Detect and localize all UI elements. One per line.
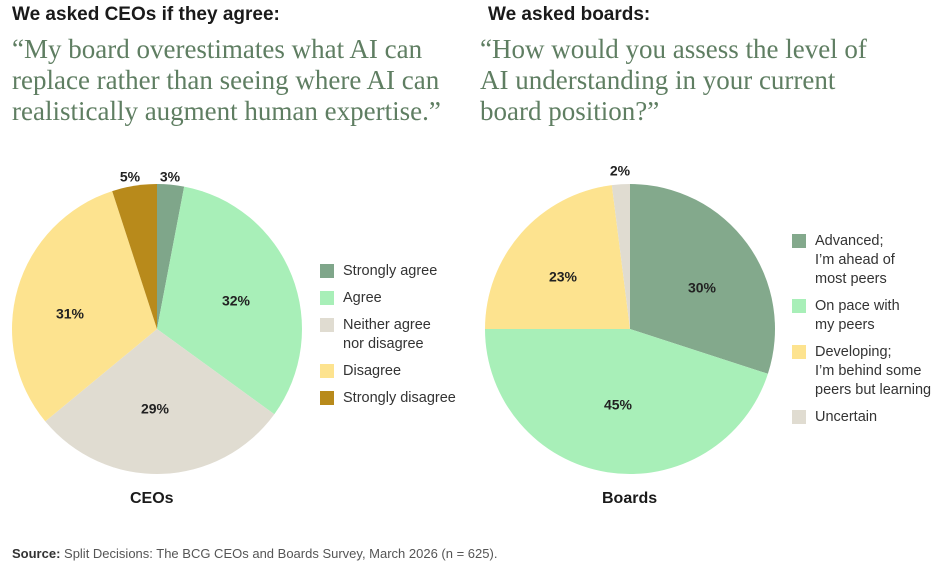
slice-on-pace bbox=[485, 329, 768, 474]
slice-label-strongly-agree: 3% bbox=[160, 169, 181, 185]
source-note: Source: Split Decisions: The BCG CEOs an… bbox=[12, 546, 497, 561]
right-quote-line: “How would you assess the level of bbox=[480, 34, 867, 64]
slice-advanced bbox=[630, 184, 775, 374]
ceos-chart-title: CEOs bbox=[130, 490, 174, 507]
slice-label-neither: 29% bbox=[141, 401, 170, 417]
legend-label: Developing; I’m behind some peers but lear… bbox=[815, 344, 932, 398]
slice-agree bbox=[157, 186, 302, 415]
legend-swatch bbox=[792, 234, 806, 248]
boards-legend: Advanced; I’m ahead of most peers On pace w… bbox=[792, 232, 931, 435]
slice-disagree bbox=[11, 191, 157, 422]
legend-swatch bbox=[320, 318, 334, 332]
slice-label-advanced: 30% bbox=[688, 280, 717, 296]
left-quote: “My board overestimates what AI can repl… bbox=[12, 34, 441, 127]
source-text: Split Decisions: The BCG CEOs and Boards… bbox=[60, 546, 498, 561]
left-quote-line: realistically augment human expertise.” bbox=[12, 96, 441, 126]
left-heading: We asked CEOs if they agree: bbox=[12, 4, 280, 25]
legend-label: On pace with my peers bbox=[815, 298, 900, 333]
slice-uncertain bbox=[611, 184, 630, 329]
left-quote-line: replace rather than seeing where AI can bbox=[12, 65, 440, 95]
boards-chart-title: Boards bbox=[602, 490, 658, 507]
source-prefix: Source: bbox=[12, 546, 61, 561]
legend-swatch bbox=[320, 391, 334, 405]
legend-item-agree: Agree bbox=[320, 289, 456, 308]
slice-label-developing: 23% bbox=[549, 269, 578, 285]
legend-swatch bbox=[320, 291, 334, 305]
legend-item-developing: Developing; I’m behind some peers but lear… bbox=[792, 343, 931, 400]
legend-item-on-pace: On pace with my peers bbox=[792, 297, 931, 335]
right-quote: “How would you assess the level of AI un… bbox=[480, 34, 867, 127]
right-quote-line: AI understanding in your current bbox=[480, 65, 836, 95]
legend-label: Disagree bbox=[343, 363, 402, 379]
ceos-legend: Strongly agree Agree Neither agree nor disa… bbox=[320, 262, 456, 416]
legend-item-neither: Neither agree nor disagree bbox=[320, 316, 456, 354]
legend-swatch bbox=[320, 364, 334, 378]
legend-swatch bbox=[792, 299, 806, 313]
legend-label: Advanced; I’m ahead of most peers bbox=[815, 233, 895, 287]
slice-label-on-pace: 45% bbox=[604, 397, 633, 413]
legend-item-uncertain: Uncertain bbox=[792, 408, 931, 427]
slice-label-agree: 32% bbox=[222, 293, 251, 309]
legend-label: Strongly agree bbox=[343, 263, 438, 279]
right-heading: We asked boards: bbox=[488, 4, 651, 25]
slice-label-uncertain: 2% bbox=[610, 163, 631, 179]
legend-label: Strongly disagree bbox=[343, 390, 456, 406]
legend-swatch bbox=[792, 345, 806, 359]
legend-label: Neither agree nor disagree bbox=[343, 317, 431, 352]
right-quote-line: board position?” bbox=[480, 96, 660, 126]
slice-developing bbox=[485, 185, 630, 329]
legend-item-disagree: Disagree bbox=[320, 362, 456, 381]
slice-strongly-disagree bbox=[112, 184, 157, 329]
slice-label-strongly-disagree: 5% bbox=[120, 169, 141, 185]
legend-swatch bbox=[792, 410, 806, 424]
slice-label-disagree: 31% bbox=[56, 306, 85, 322]
legend-item-advanced: Advanced; I’m ahead of most peers bbox=[792, 232, 931, 289]
slice-strongly-agree bbox=[157, 184, 185, 329]
left-quote-line: “My board overestimates what AI can bbox=[12, 34, 423, 64]
legend-label: Uncertain bbox=[815, 409, 878, 425]
slice-neither bbox=[45, 329, 275, 474]
legend-item-strongly-disagree: Strongly disagree bbox=[320, 389, 456, 408]
legend-label: Agree bbox=[343, 290, 382, 306]
legend-item-strongly-agree: Strongly agree bbox=[320, 262, 456, 281]
legend-swatch bbox=[320, 264, 334, 278]
